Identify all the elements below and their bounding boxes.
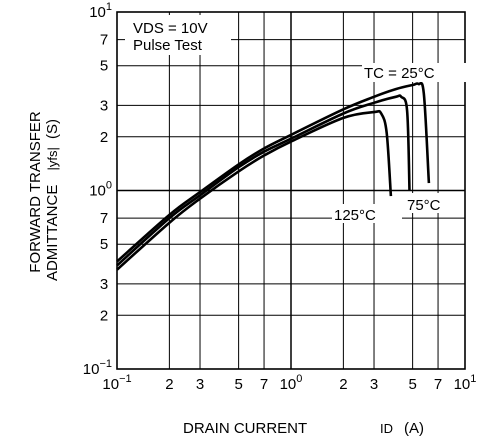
x-tick-label: 5 bbox=[408, 376, 416, 393]
x-tick-labels: 10−1 2 3 5 7 100 2 3 5 7 101 bbox=[102, 373, 476, 393]
svg-text:ADMITTANCE |yfs| (: ADMITTANCE |yfs| (S) bbox=[44, 119, 61, 281]
y-tick-label: 101 bbox=[89, 1, 112, 21]
x-tick-label: 10−1 bbox=[102, 373, 131, 393]
curve-75c bbox=[116, 94, 411, 267]
y-tick-label: 10−1 bbox=[83, 358, 112, 378]
curve-25c bbox=[116, 81, 431, 263]
y-axis-title-line2: ADMITTANCE bbox=[44, 185, 61, 281]
x-axis-unit: (A) bbox=[404, 420, 424, 437]
y-tick-label: 5 bbox=[100, 236, 108, 253]
label-bg-25c bbox=[362, 63, 466, 82]
y-axis-title-line1: FORWARD TRANSFER bbox=[27, 111, 44, 273]
condition-pulse: Pulse Test bbox=[133, 37, 203, 54]
conditions-box bbox=[125, 15, 231, 55]
x-tick-label: 2 bbox=[165, 376, 173, 393]
y-axis-title-line2-group: ADMITTANCE |yfs| (S) bbox=[44, 119, 61, 281]
condition-vds: VDS = 10V bbox=[133, 20, 208, 37]
y-axis-title-line1-group: FORWARD TRANSFER bbox=[27, 111, 44, 273]
y-tick-label: 100 bbox=[89, 180, 112, 200]
y-tick-label: 2 bbox=[100, 129, 108, 146]
x-axis-symbol: ID bbox=[380, 421, 393, 436]
x-tick-label: 100 bbox=[280, 373, 303, 393]
y-tick-label: 2 bbox=[100, 307, 108, 324]
grid-lines bbox=[117, 12, 465, 369]
y-tick-label: 3 bbox=[100, 276, 108, 293]
series-label-25c: TC = 25°C bbox=[364, 65, 435, 82]
y-tick-label: 7 bbox=[100, 32, 108, 49]
plot-area bbox=[116, 11, 466, 370]
series-curves bbox=[116, 81, 431, 271]
y-axis-symbol: |yfs| bbox=[45, 147, 60, 170]
series-label-75c: 75°C bbox=[407, 197, 441, 214]
y-tick-label: 3 bbox=[100, 97, 108, 114]
label-bg-125c bbox=[332, 204, 402, 223]
y-tick-label: 7 bbox=[100, 210, 108, 227]
x-tick-label: 101 bbox=[454, 373, 477, 393]
x-tick-label: 3 bbox=[196, 376, 204, 393]
label-bg-75c bbox=[405, 193, 447, 213]
x-axis-title: DRAIN CURRENT bbox=[183, 420, 307, 437]
x-tick-label: 7 bbox=[434, 376, 442, 393]
y-tick-label: 5 bbox=[100, 58, 108, 75]
curve-125c bbox=[116, 109, 393, 271]
y-tick-labels: 10−1 2 3 5 7 100 2 3 5 7 101 bbox=[83, 1, 112, 378]
series-label-125c: 125°C bbox=[334, 207, 376, 224]
x-tick-label: 7 bbox=[260, 376, 268, 393]
x-tick-label: 5 bbox=[234, 376, 242, 393]
x-tick-label: 3 bbox=[370, 376, 378, 393]
plot-frame bbox=[116, 11, 466, 370]
x-tick-label: 2 bbox=[339, 376, 347, 393]
y-axis-unit: (S) bbox=[44, 119, 61, 139]
